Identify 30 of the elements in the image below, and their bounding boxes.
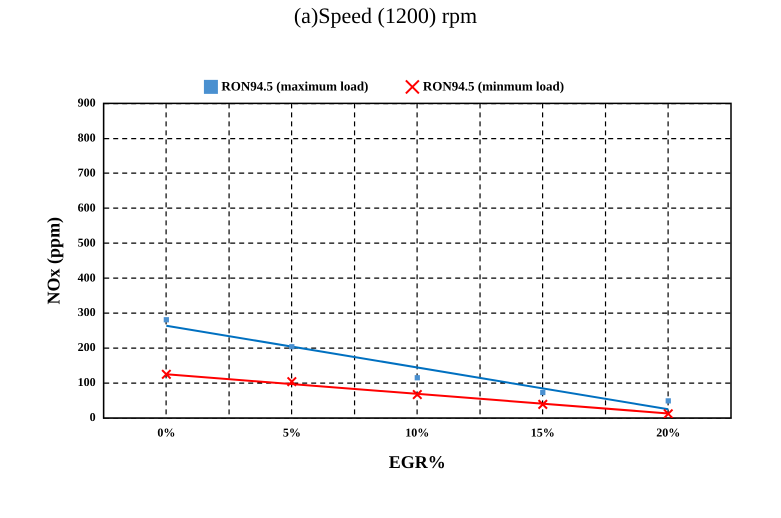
point [289, 344, 294, 350]
point [666, 398, 671, 404]
y-tick-label: 800 [78, 130, 96, 144]
x-tick-label: 15% [530, 425, 555, 440]
point [161, 369, 172, 380]
y-tick-label: 700 [78, 165, 96, 180]
x-tick-label: 5% [282, 425, 301, 440]
point [540, 390, 546, 396]
x-tick-label: 20% [656, 425, 680, 440]
y-tick-label: 600 [78, 200, 96, 214]
x-tick-label: 10% [405, 425, 430, 440]
y-tick-label: 300 [78, 305, 96, 320]
x-tick-label: 0% [157, 425, 176, 440]
point [538, 399, 548, 410]
y-tick-label: 900 [78, 95, 96, 110]
point [164, 317, 169, 322]
y-tick-label: 400 [78, 270, 96, 284]
legend-label: RON94.5 (maximum load) [221, 78, 368, 94]
y-axis-title: NOx (ppm) [43, 216, 64, 304]
legend-label: RON94.5 (minmum load) [422, 78, 564, 94]
point [412, 389, 423, 400]
y-tick-label: 0 [90, 410, 96, 424]
y-tick-label: 100 [78, 375, 96, 390]
chart-title: (a)Speed (1200) rpm [294, 2, 478, 28]
y-tick-label: 200 [78, 340, 96, 354]
x-axis-title: EGR% [388, 452, 446, 472]
point [414, 375, 420, 380]
y-tick-label: 500 [78, 235, 96, 250]
point [663, 408, 674, 418]
point [286, 376, 298, 387]
